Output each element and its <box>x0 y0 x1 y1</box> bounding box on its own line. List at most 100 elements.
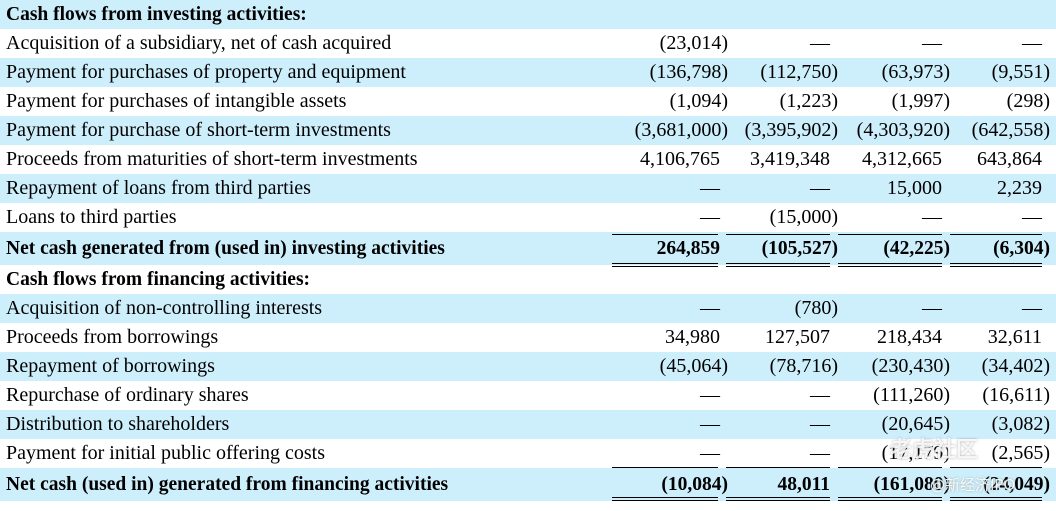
total-rule <box>838 234 942 235</box>
value-cell: — <box>700 177 720 199</box>
value-cell: 32,611 <box>987 326 1042 348</box>
value-cell: 2,239 <box>997 177 1042 199</box>
value-cell: — <box>700 206 720 228</box>
table-row: Repurchase of ordinary shares — — (111,2… <box>0 381 1056 410</box>
value-cell: (16,611) <box>982 384 1050 406</box>
value-cell: (3,395,902) <box>744 119 838 141</box>
table-row: Distribution to shareholders — — (20,645… <box>0 410 1056 439</box>
double-rule <box>612 497 718 501</box>
value-cell: (230,430) <box>871 355 950 377</box>
value-cell: — <box>1022 297 1042 319</box>
value-cell: (6,304) <box>993 238 1050 259</box>
value-cell: (1,997) <box>891 90 950 112</box>
value-cell: 3,419,348 <box>750 148 830 170</box>
row-label: Distribution to shareholders <box>6 413 230 435</box>
value-cell: (15,000) <box>769 206 838 228</box>
value-cell: (42,225) <box>883 238 950 259</box>
total-rule <box>612 234 718 235</box>
row-label: Repayment of borrowings <box>6 355 215 377</box>
row-label: Acquisition of non-controlling interests <box>6 297 323 319</box>
value-cell: (1,223) <box>779 90 838 112</box>
value-cell: (112,750) <box>760 61 838 83</box>
value-cell: — <box>810 442 830 464</box>
row-label: Loans to third parties <box>6 206 177 228</box>
value-cell: — <box>810 177 830 199</box>
double-rule <box>726 263 830 267</box>
double-rule <box>950 263 1042 267</box>
section-header-investing: Cash flows from investing activities: <box>0 0 1056 29</box>
row-label: Repurchase of ordinary shares <box>6 384 249 406</box>
table-row: Proceeds from maturities of short-term i… <box>0 145 1056 174</box>
value-cell: (161,080) <box>873 474 950 495</box>
table-row-total: Net cash generated from (used in) invest… <box>0 232 1056 265</box>
row-label: Payment for purchase of short-term inves… <box>6 119 391 141</box>
value-cell: 48,011 <box>777 474 830 495</box>
value-cell: (3,681,000) <box>634 119 728 141</box>
value-cell: (24,049) <box>983 474 1050 495</box>
double-rule <box>838 497 942 501</box>
table-row: Acquisition of a subsidiary, net of cash… <box>0 29 1056 58</box>
total-rule <box>726 467 830 468</box>
total-rule <box>950 234 1042 235</box>
value-cell: (3,082) <box>991 413 1050 435</box>
row-label: Payment for initial public offering cost… <box>6 442 326 464</box>
value-cell: (63,973) <box>881 61 950 83</box>
value-cell: (17,179) <box>881 442 950 464</box>
value-cell: (23,014) <box>659 32 728 54</box>
value-cell: (34,402) <box>981 355 1050 377</box>
total-rule <box>950 467 1042 468</box>
value-cell: — <box>700 297 720 319</box>
table-row: Proceeds from borrowings 34,980 127,507 … <box>0 323 1056 352</box>
value-cell: (111,260) <box>873 384 950 406</box>
value-cell: 127,507 <box>765 326 830 348</box>
value-cell: 34,980 <box>665 326 720 348</box>
value-cell: — <box>922 297 942 319</box>
value-cell: (2,565) <box>991 442 1050 464</box>
value-cell: (9,551) <box>991 61 1050 83</box>
section-header-financing: Cash flows from financing activities: <box>0 265 1056 294</box>
value-cell: — <box>922 206 942 228</box>
table-row: Payment for initial public offering cost… <box>0 439 1056 468</box>
value-cell: (4,303,920) <box>856 119 950 141</box>
value-cell: (136,798) <box>649 61 728 83</box>
value-cell: (20,645) <box>881 413 950 435</box>
value-cell: — <box>922 32 942 54</box>
total-rule <box>612 467 718 468</box>
value-cell: — <box>700 384 720 406</box>
value-cell: (780) <box>794 297 838 319</box>
section-title: Cash flows from financing activities: <box>6 269 311 290</box>
table-row-total: Net cash (used in) generated from financ… <box>0 468 1056 501</box>
value-cell: 643,864 <box>977 148 1042 170</box>
value-cell: 218,434 <box>877 326 942 348</box>
value-cell: (105,527) <box>761 238 838 259</box>
row-label: Payment for purchases of property and eq… <box>6 61 406 83</box>
table-row: Payment for purchases of intangible asse… <box>0 87 1056 116</box>
row-label: Net cash generated from (used in) invest… <box>6 238 445 259</box>
double-rule <box>838 263 942 267</box>
value-cell: (1,094) <box>669 90 728 112</box>
row-label: Proceeds from borrowings <box>6 326 219 348</box>
table-row: Repayment of borrowings (45,064) (78,716… <box>0 352 1056 381</box>
row-label: Payment for purchases of intangible asse… <box>6 90 347 112</box>
row-label: Net cash (used in) generated from financ… <box>6 474 449 495</box>
value-cell: 15,000 <box>887 177 942 199</box>
row-label: Acquisition of a subsidiary, net of cash… <box>6 32 392 54</box>
value-cell: — <box>810 413 830 435</box>
table-row: Acquisition of non-controlling interests… <box>0 294 1056 323</box>
value-cell: — <box>700 413 720 435</box>
value-cell: 4,312,665 <box>862 148 942 170</box>
total-rule <box>726 234 830 235</box>
table-row: Payment for purchases of property and eq… <box>0 58 1056 87</box>
value-cell: (45,064) <box>659 355 728 377</box>
value-cell: (298) <box>1006 90 1050 112</box>
table-row: Payment for purchase of short-term inves… <box>0 116 1056 145</box>
value-cell: — <box>1022 206 1042 228</box>
table-row: Loans to third parties — (15,000) — — <box>0 203 1056 232</box>
value-cell: — <box>700 442 720 464</box>
value-cell: — <box>810 32 830 54</box>
value-cell: — <box>1022 32 1042 54</box>
value-cell: (642,558) <box>971 119 1050 141</box>
value-cell: 264,859 <box>656 238 720 259</box>
total-rule <box>838 467 942 468</box>
